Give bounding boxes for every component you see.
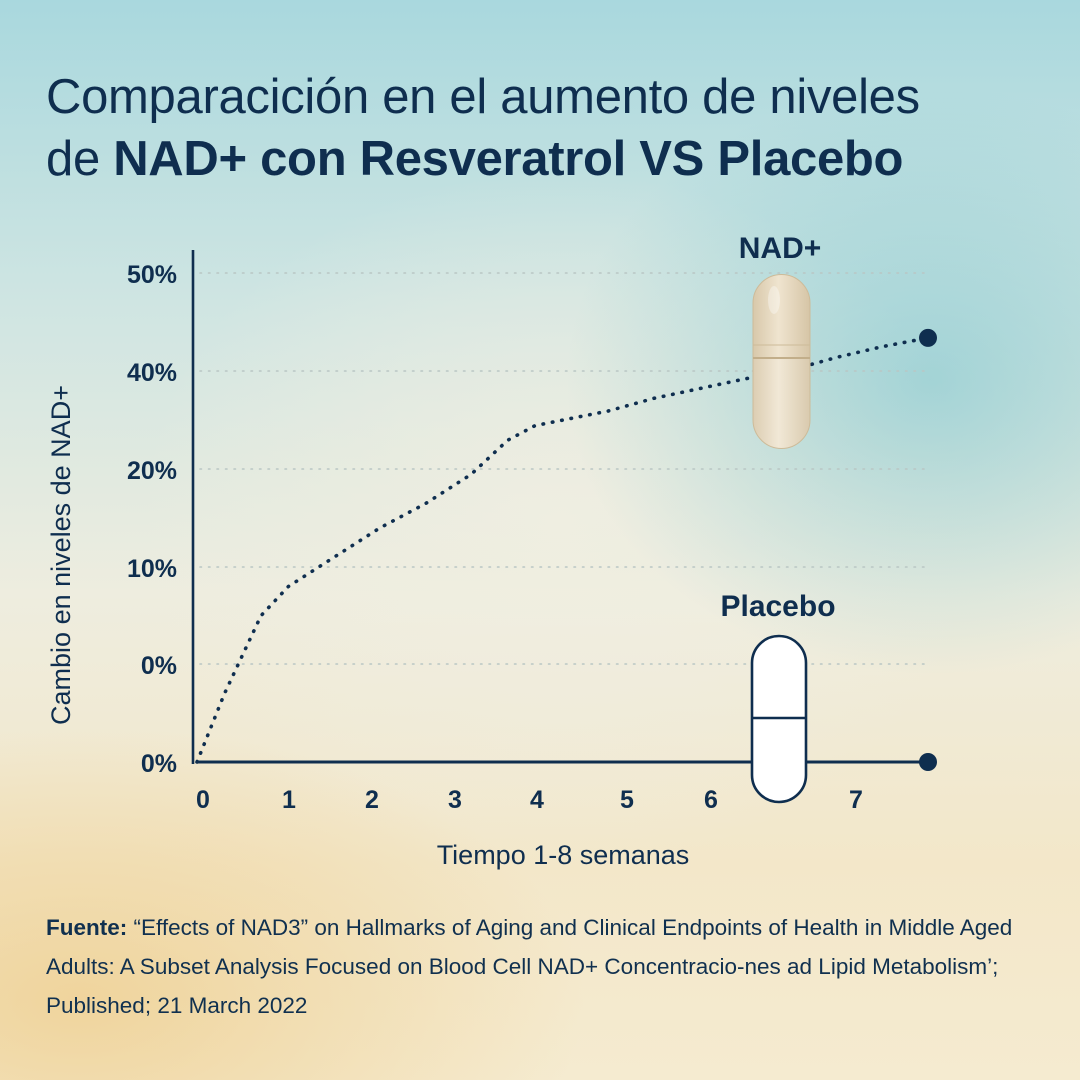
source-citation: Fuente: “Effects of NAD3” on Hallmarks o… xyxy=(46,908,1046,1025)
x-tick-label: 5 xyxy=(620,786,634,814)
title-line-2-bold: NAD+ con Resveratrol VS Placebo xyxy=(113,132,904,186)
y-tick-label: 50% xyxy=(127,261,177,289)
y-tick-label: 10% xyxy=(127,555,177,583)
x-tick-label: 4 xyxy=(530,786,544,814)
x-tick-label: 6 xyxy=(704,786,718,814)
annotation-placebo-label: Placebo xyxy=(720,590,835,623)
axis-labels: NAD+ Placebo Tiempo 1-8 semanas Cambio en n… xyxy=(46,232,836,870)
x-tick-label: 2 xyxy=(365,786,379,814)
title-line-2-regular: de xyxy=(46,132,114,186)
y-tick-label: 40% xyxy=(127,359,177,387)
chart-title: Comparacición en el aumento de niveles d… xyxy=(46,66,1056,190)
capsules xyxy=(750,274,811,804)
capsule-body-bottom xyxy=(752,357,811,449)
capsule-beige-icon xyxy=(752,274,811,449)
source-label: Fuente: xyxy=(46,915,128,940)
x-tick-label: 1 xyxy=(282,786,296,814)
series xyxy=(195,328,937,771)
capsule-white-icon xyxy=(750,634,808,804)
series-end-marker-placebo xyxy=(919,753,937,771)
x-tick-label: 7 xyxy=(849,786,863,814)
y-tick-label: 20% xyxy=(127,457,177,485)
capsule-highlight xyxy=(768,286,780,314)
x-axis-label: Tiempo 1-8 semanas xyxy=(437,840,690,870)
y-tick-label: 0% xyxy=(141,750,177,778)
x-tick-label: 3 xyxy=(448,786,462,814)
y-axis-label: Cambio en niveles de NAD+ xyxy=(46,385,76,725)
source-text: “Effects of NAD3” on Hallmarks of Aging … xyxy=(46,915,1013,1018)
series-line-nad xyxy=(195,336,930,764)
y-tick-label: 0% xyxy=(141,652,177,680)
capsule-cap-top xyxy=(752,274,811,359)
nad-comparison-chart: 0% 0% 10% 20% 40% 50% 0 1 2 3 4 5 6 7 NAD+ Placebo Tiem… xyxy=(46,232,937,870)
series-end-marker-nad xyxy=(919,328,937,347)
tick-labels: 0% 0% 10% 20% 40% 50% 0 1 2 3 4 5 6 7 xyxy=(127,261,863,814)
grid-lines xyxy=(199,272,931,665)
x-tick-label: 0 xyxy=(196,786,210,814)
annotation-nad-label: NAD+ xyxy=(739,232,822,265)
title-line-2: de NAD+ con Resveratrol VS Placebo xyxy=(46,128,1056,190)
title-line-1: Comparacición en el aumento de niveles xyxy=(46,70,920,124)
